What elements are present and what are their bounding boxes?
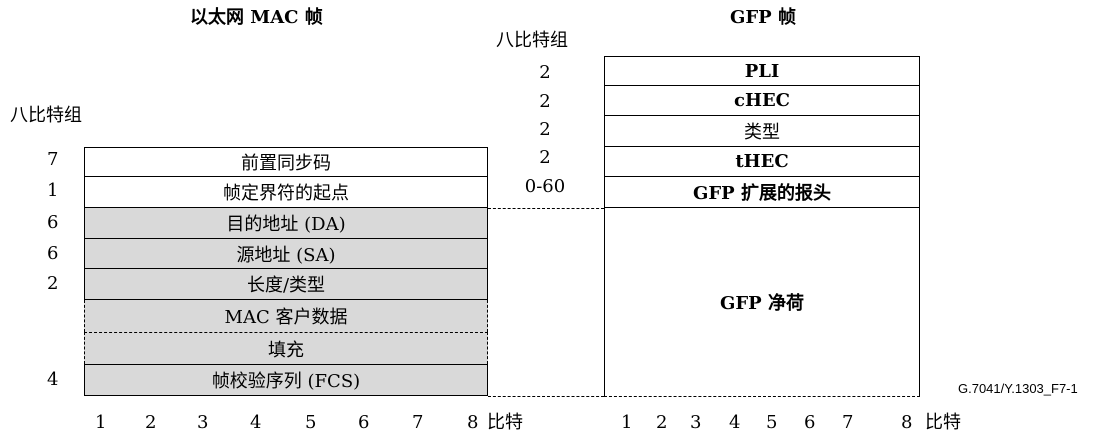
gfp-frame-title: GFP 帧	[730, 7, 796, 28]
gfp-field-type: 类型	[604, 115, 920, 147]
gfp-bit-number: 1	[621, 412, 633, 433]
figure-id: G.7041/Y.1303_F7-1	[958, 381, 1078, 396]
connector-line-top	[488, 208, 604, 209]
gfp-field-chec: cHEC	[604, 85, 920, 116]
gfp-bit-number: 8	[901, 412, 913, 433]
mac-bit-number: 1	[95, 412, 107, 433]
gfp-bit-number: 4	[729, 412, 741, 433]
mac-octet-count: 6	[47, 243, 59, 264]
gfp-bit-number: 6	[804, 412, 816, 433]
mac-octet-count: 4	[47, 369, 59, 390]
gfp-bit-number: 5	[766, 412, 778, 433]
mac-octet-count: 6	[47, 212, 59, 233]
mac-field-da: 目的地址 (DA)	[84, 207, 488, 239]
gfp-bit-number: 3	[690, 412, 702, 433]
mac-field-sa: 源地址 (SA)	[84, 238, 488, 269]
mac-bit-number: 6	[358, 412, 370, 433]
gfp-octet-count: 2	[539, 119, 551, 140]
gfp-field-extension-header: GFP 扩展的报头	[604, 176, 920, 208]
gfp-octet-count: 0-60	[524, 176, 566, 197]
mac-octet-count: 1	[47, 180, 59, 201]
mac-field-fcs: 帧校验序列 (FCS)	[84, 364, 488, 396]
mac-field-length-type: 长度/类型	[84, 268, 488, 300]
mac-field-sfd: 帧定界符的起点	[84, 176, 488, 208]
gfp-bit-number: 7	[842, 412, 854, 433]
gfp-octet-count: 2	[539, 62, 551, 83]
mac-octet-count: 7	[47, 149, 59, 170]
gfp-bit-number: 2	[656, 412, 668, 433]
mac-bit-number: 2	[145, 412, 157, 433]
gfp-octet-count: 2	[539, 147, 551, 168]
gfp-octets-header: 八比特组	[496, 30, 568, 51]
mac-octets-header: 八比特组	[10, 105, 82, 126]
gfp-field-payload: GFP 净荷	[604, 207, 920, 397]
gfp-field-thec: tHEC	[604, 146, 920, 177]
mac-field-preamble: 前置同步码	[84, 147, 488, 177]
mac-bit-number: 3	[197, 412, 209, 433]
mac-frame-title: 以太网 MAC 帧	[190, 7, 323, 28]
mac-field-pad: 填充	[84, 332, 488, 364]
mac-bit-number: 8	[467, 412, 479, 433]
mac-field-client-data: MAC 客户数据	[84, 300, 488, 332]
gfp-bits-label: 比特	[925, 412, 961, 433]
gfp-octet-count: 2	[539, 91, 551, 112]
gfp-field-pli: PLI	[604, 56, 920, 86]
mac-bit-number: 5	[305, 412, 317, 433]
mac-octet-count: 2	[47, 273, 59, 294]
mac-bits-label: 比特	[487, 412, 523, 433]
mac-bit-number: 4	[250, 412, 262, 433]
mac-bit-number: 7	[412, 412, 424, 433]
connector-line-bottom	[488, 396, 604, 397]
